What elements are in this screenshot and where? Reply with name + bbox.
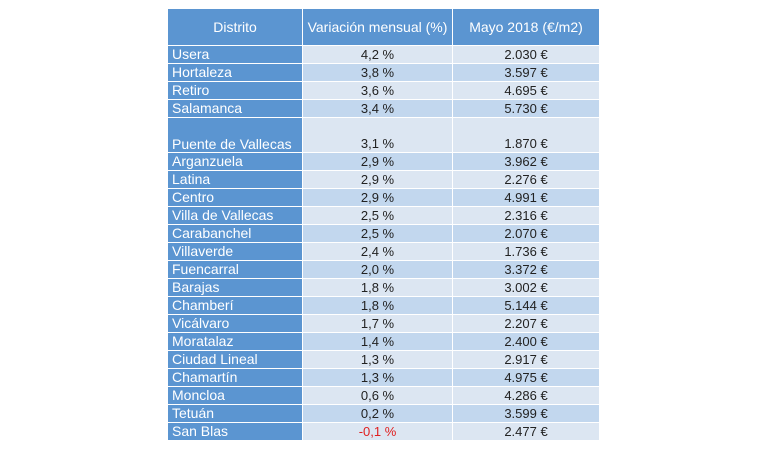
distrito-cell: Chamartín <box>167 368 303 387</box>
distrito-cell: Salamanca <box>167 99 303 118</box>
variacion-cell: 2,5 % <box>302 224 453 243</box>
distrito-cell: Villa de Vallecas <box>167 206 303 225</box>
distrito-cell: Latina <box>167 170 303 189</box>
table-row: Fuencarral 2,0 % 3.372 € <box>167 260 600 279</box>
precio-cell: 2.400 € <box>452 332 600 351</box>
header-precio: Mayo 2018 (€/m2) <box>452 8 600 46</box>
distrito-cell: Puente de Vallecas <box>167 117 303 153</box>
table-row: Moncloa 0,6 % 4.286 € <box>167 386 600 405</box>
variacion-cell: -0,1 % <box>302 422 453 441</box>
precio-cell: 4.975 € <box>452 368 600 387</box>
variacion-cell: 1,8 % <box>302 278 453 297</box>
variacion-cell: 2,0 % <box>302 260 453 279</box>
table-row: Tetuán 0,2 % 3.599 € <box>167 404 600 423</box>
distrito-cell: Ciudad Lineal <box>167 350 303 369</box>
header-variacion: Variación mensual (%) <box>302 8 453 46</box>
table-row: Villaverde 2,4 % 1.736 € <box>167 242 600 261</box>
distrito-cell: Centro <box>167 188 303 207</box>
distrito-cell: San Blas <box>167 422 303 441</box>
table-row: Latina 2,9 % 2.276 € <box>167 170 600 189</box>
precio-cell: 1.736 € <box>452 242 600 261</box>
precio-cell: 2.030 € <box>452 45 600 64</box>
precio-cell: 2.917 € <box>452 350 600 369</box>
header-distrito: Distrito <box>167 8 303 46</box>
variacion-cell: 1,7 % <box>302 314 453 333</box>
distrito-cell: Retiro <box>167 81 303 100</box>
precio-cell: 2.276 € <box>452 170 600 189</box>
distrito-cell: Fuencarral <box>167 260 303 279</box>
variacion-cell: 2,9 % <box>302 188 453 207</box>
variacion-cell: 3,6 % <box>302 81 453 100</box>
precio-cell: 1.870 € <box>452 117 600 153</box>
table-row: Barajas 1,8 % 3.002 € <box>167 278 600 297</box>
variacion-cell: 1,4 % <box>302 332 453 351</box>
table-row: Vicálvaro 1,7 % 2.207 € <box>167 314 600 333</box>
distrito-cell: Moncloa <box>167 386 303 405</box>
precio-cell: 2.207 € <box>452 314 600 333</box>
distrito-cell: Villaverde <box>167 242 303 261</box>
precio-cell: 3.962 € <box>452 152 600 171</box>
variacion-cell: 1,3 % <box>302 350 453 369</box>
variacion-cell: 3,4 % <box>302 99 453 118</box>
table-row: Ciudad Lineal 1,3 % 2.917 € <box>167 350 600 369</box>
table-body: Usera 4,2 % 2.030 € Hortaleza 3,8 % 3.597 € Re… <box>167 45 600 441</box>
precio-cell: 3.597 € <box>452 63 600 82</box>
district-price-table: Distrito Variación mensual (%) Mayo 2018… <box>167 8 600 441</box>
table-row: Usera 4,2 % 2.030 € <box>167 45 600 64</box>
distrito-cell: Tetuán <box>167 404 303 423</box>
table-row: Moratalaz 1,4 % 2.400 € <box>167 332 600 351</box>
precio-cell: 5.730 € <box>452 99 600 118</box>
precio-cell: 4.991 € <box>452 188 600 207</box>
variacion-cell: 2,4 % <box>302 242 453 261</box>
precio-cell: 4.695 € <box>452 81 600 100</box>
table-row: Carabanchel 2,5 % 2.070 € <box>167 224 600 243</box>
price-table-container: Distrito Variación mensual (%) Mayo 2018… <box>167 8 600 441</box>
precio-cell: 5.144 € <box>452 296 600 315</box>
variacion-cell: 3,1 % <box>302 117 453 153</box>
precio-cell: 2.477 € <box>452 422 600 441</box>
table-row: Retiro 3,6 % 4.695 € <box>167 81 600 100</box>
table-row: San Blas -0,1 % 2.477 € <box>167 422 600 441</box>
variacion-cell: 2,9 % <box>302 170 453 189</box>
distrito-cell: Usera <box>167 45 303 64</box>
table-row: Arganzuela 2,9 % 3.962 € <box>167 152 600 171</box>
table-header-row: Distrito Variación mensual (%) Mayo 2018… <box>167 8 600 46</box>
variacion-cell: 0,2 % <box>302 404 453 423</box>
table-row: Centro 2,9 % 4.991 € <box>167 188 600 207</box>
precio-cell: 2.316 € <box>452 206 600 225</box>
table-row: Puente de Vallecas 3,1 % 1.870 € <box>167 117 600 153</box>
distrito-cell: Carabanchel <box>167 224 303 243</box>
variacion-cell: 1,3 % <box>302 368 453 387</box>
variacion-cell: 3,8 % <box>302 63 453 82</box>
table-row: Hortaleza 3,8 % 3.597 € <box>167 63 600 82</box>
precio-cell: 4.286 € <box>452 386 600 405</box>
variacion-cell: 2,5 % <box>302 206 453 225</box>
distrito-cell: Barajas <box>167 278 303 297</box>
table-row: Salamanca 3,4 % 5.730 € <box>167 99 600 118</box>
precio-cell: 2.070 € <box>452 224 600 243</box>
distrito-cell: Arganzuela <box>167 152 303 171</box>
precio-cell: 3.599 € <box>452 404 600 423</box>
distrito-cell: Vicálvaro <box>167 314 303 333</box>
precio-cell: 3.372 € <box>452 260 600 279</box>
variacion-cell: 4,2 % <box>302 45 453 64</box>
distrito-cell: Chamberí <box>167 296 303 315</box>
table-row: Chamartín 1,3 % 4.975 € <box>167 368 600 387</box>
variacion-cell: 0,6 % <box>302 386 453 405</box>
precio-cell: 3.002 € <box>452 278 600 297</box>
distrito-cell: Moratalaz <box>167 332 303 351</box>
distrito-cell: Hortaleza <box>167 63 303 82</box>
variacion-cell: 2,9 % <box>302 152 453 171</box>
table-row: Villa de Vallecas 2,5 % 2.316 € <box>167 206 600 225</box>
table-row: Chamberí 1,8 % 5.144 € <box>167 296 600 315</box>
variacion-cell: 1,8 % <box>302 296 453 315</box>
